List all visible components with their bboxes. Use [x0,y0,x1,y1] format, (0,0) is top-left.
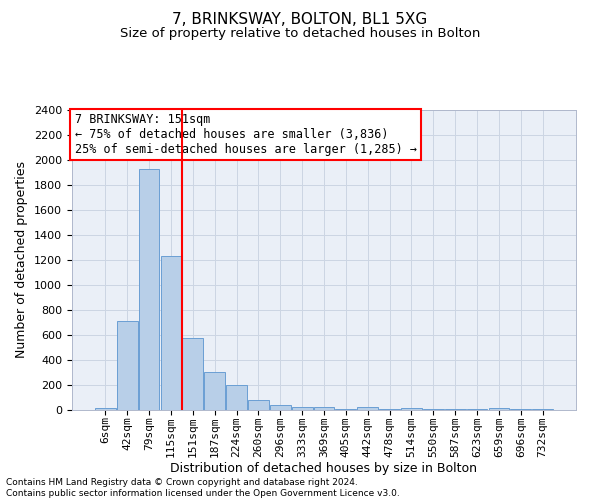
X-axis label: Distribution of detached houses by size in Bolton: Distribution of detached houses by size … [170,462,478,475]
Bar [161,256,181,410]
Bar [314,406,334,410]
Bar [488,408,509,410]
Y-axis label: Number of detached properties: Number of detached properties [16,162,28,358]
Bar [292,406,313,410]
Bar [139,169,160,410]
Text: Contains HM Land Registry data © Crown copyright and database right 2024.
Contai: Contains HM Land Registry data © Crown c… [6,478,400,498]
Bar [117,322,137,410]
Text: Size of property relative to detached houses in Bolton: Size of property relative to detached ho… [120,28,480,40]
Bar [248,400,269,410]
Bar [270,405,290,410]
Bar [182,338,203,410]
Bar [204,372,225,410]
Bar [401,408,422,410]
Text: 7 BRINKSWAY: 151sqm
← 75% of detached houses are smaller (3,836)
25% of semi-det: 7 BRINKSWAY: 151sqm ← 75% of detached ho… [74,113,416,156]
Bar [358,406,378,410]
Bar [95,408,116,410]
Bar [226,385,247,410]
Text: 7, BRINKSWAY, BOLTON, BL1 5XG: 7, BRINKSWAY, BOLTON, BL1 5XG [172,12,428,28]
